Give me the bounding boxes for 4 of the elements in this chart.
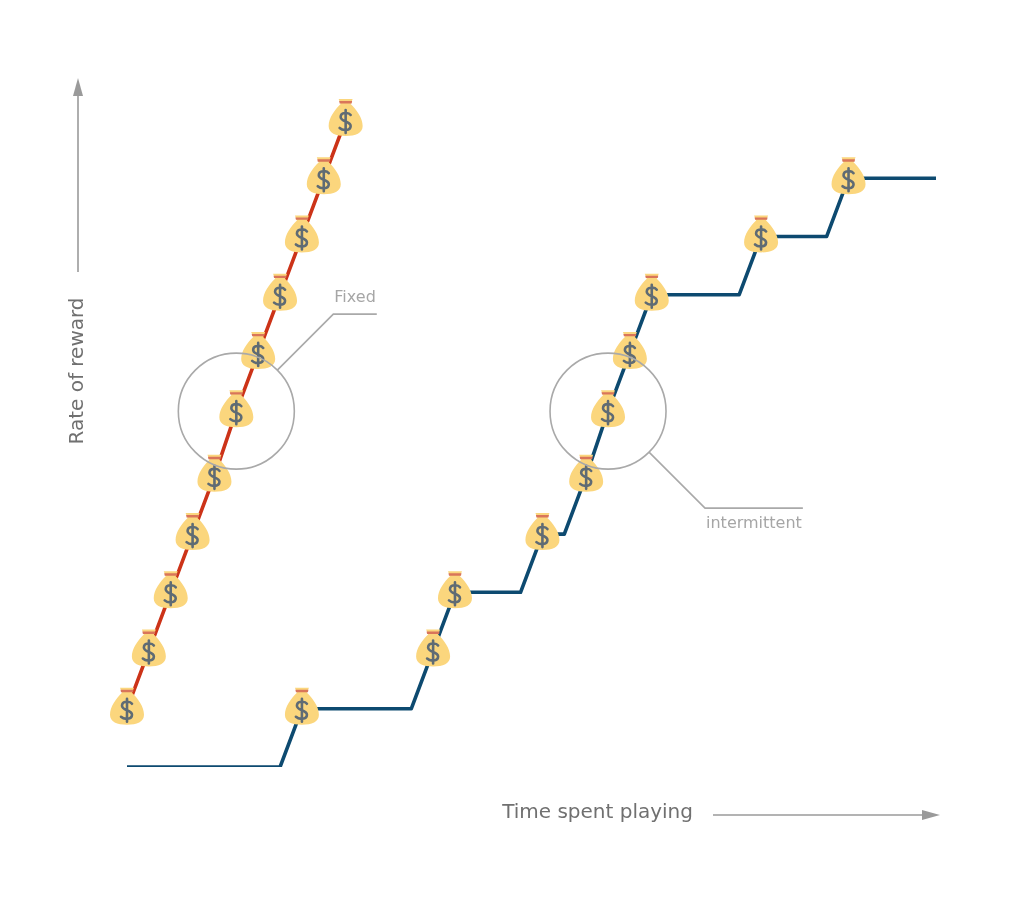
annotation: Fixed	[334, 287, 376, 307]
x-axis-title: Time spent playing	[501, 799, 693, 824]
annotation: intermittent	[706, 513, 802, 533]
y-axis-title: Rate of reward	[64, 297, 89, 445]
